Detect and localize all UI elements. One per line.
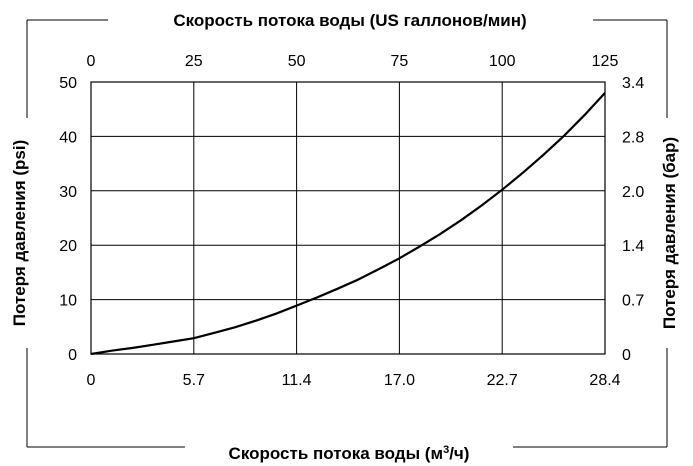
right-y-tick-label: 2.0 [622,184,644,201]
series-line [90,92,606,356]
left-y-tick-label: 10 [59,293,77,310]
bottom-x-tick-label: 0 [87,372,96,389]
right-y-tick-label: 0 [622,347,631,364]
top-x-tick-label: 25 [185,53,203,70]
bottom-x-axis-title-sup: 3 [443,444,449,456]
right-y-tick-label: 3.4 [622,75,644,92]
left-y-tick-label: 0 [68,347,77,364]
right-y-tick-labels: 0 0.7 1.4 2.0 2.8 3.4 [622,75,644,364]
bottom-x-tick-labels: 0 5.7 11.4 17.0 22.7 28.4 [87,372,621,389]
right-y-tick-label: 1.4 [622,238,644,255]
bottom-x-tick-label: 22.7 [487,372,518,389]
left-y-tick-label: 20 [59,238,77,255]
bottom-x-tick-label: 17.0 [384,372,415,389]
grid-lines [91,82,605,354]
plot-area-border [90,81,606,355]
right-y-tick-label: 0.7 [622,293,644,310]
left-y-tick-label: 30 [59,184,77,201]
right-y-axis-title: Потеря давления (бар) [660,137,679,329]
right-y-tick-label: 2.8 [622,129,644,146]
left-y-tick-label: 50 [59,75,77,92]
left-y-axis-title: Потеря давления (psi) [10,140,29,327]
top-x-tick-label: 100 [489,53,516,70]
top-x-tick-label: 50 [288,53,306,70]
bottom-x-tick-label: 11.4 [282,372,312,389]
bottom-x-axis-title: Скорость потока воды (м3/ч) [229,444,470,463]
top-x-tick-label: 125 [592,53,619,70]
top-x-tick-label: 0 [87,53,96,70]
bottom-x-axis-title-end: /ч) [449,444,469,463]
left-y-tick-label: 40 [59,129,77,146]
bottom-x-tick-label: 28.4 [589,372,620,389]
bottom-x-tick-label: 5.7 [183,372,205,389]
outer-frame [26,19,668,448]
left-y-tick-labels: 0 10 20 30 40 50 [59,75,77,364]
top-x-axis-title: Скорость потока воды (US галлонов/мин) [173,11,526,30]
top-x-tick-labels: 0 25 50 75 100 125 [87,53,619,70]
top-x-tick-label: 75 [391,53,409,70]
bottom-x-axis-title-base: Скорость потока воды (м [229,444,444,463]
